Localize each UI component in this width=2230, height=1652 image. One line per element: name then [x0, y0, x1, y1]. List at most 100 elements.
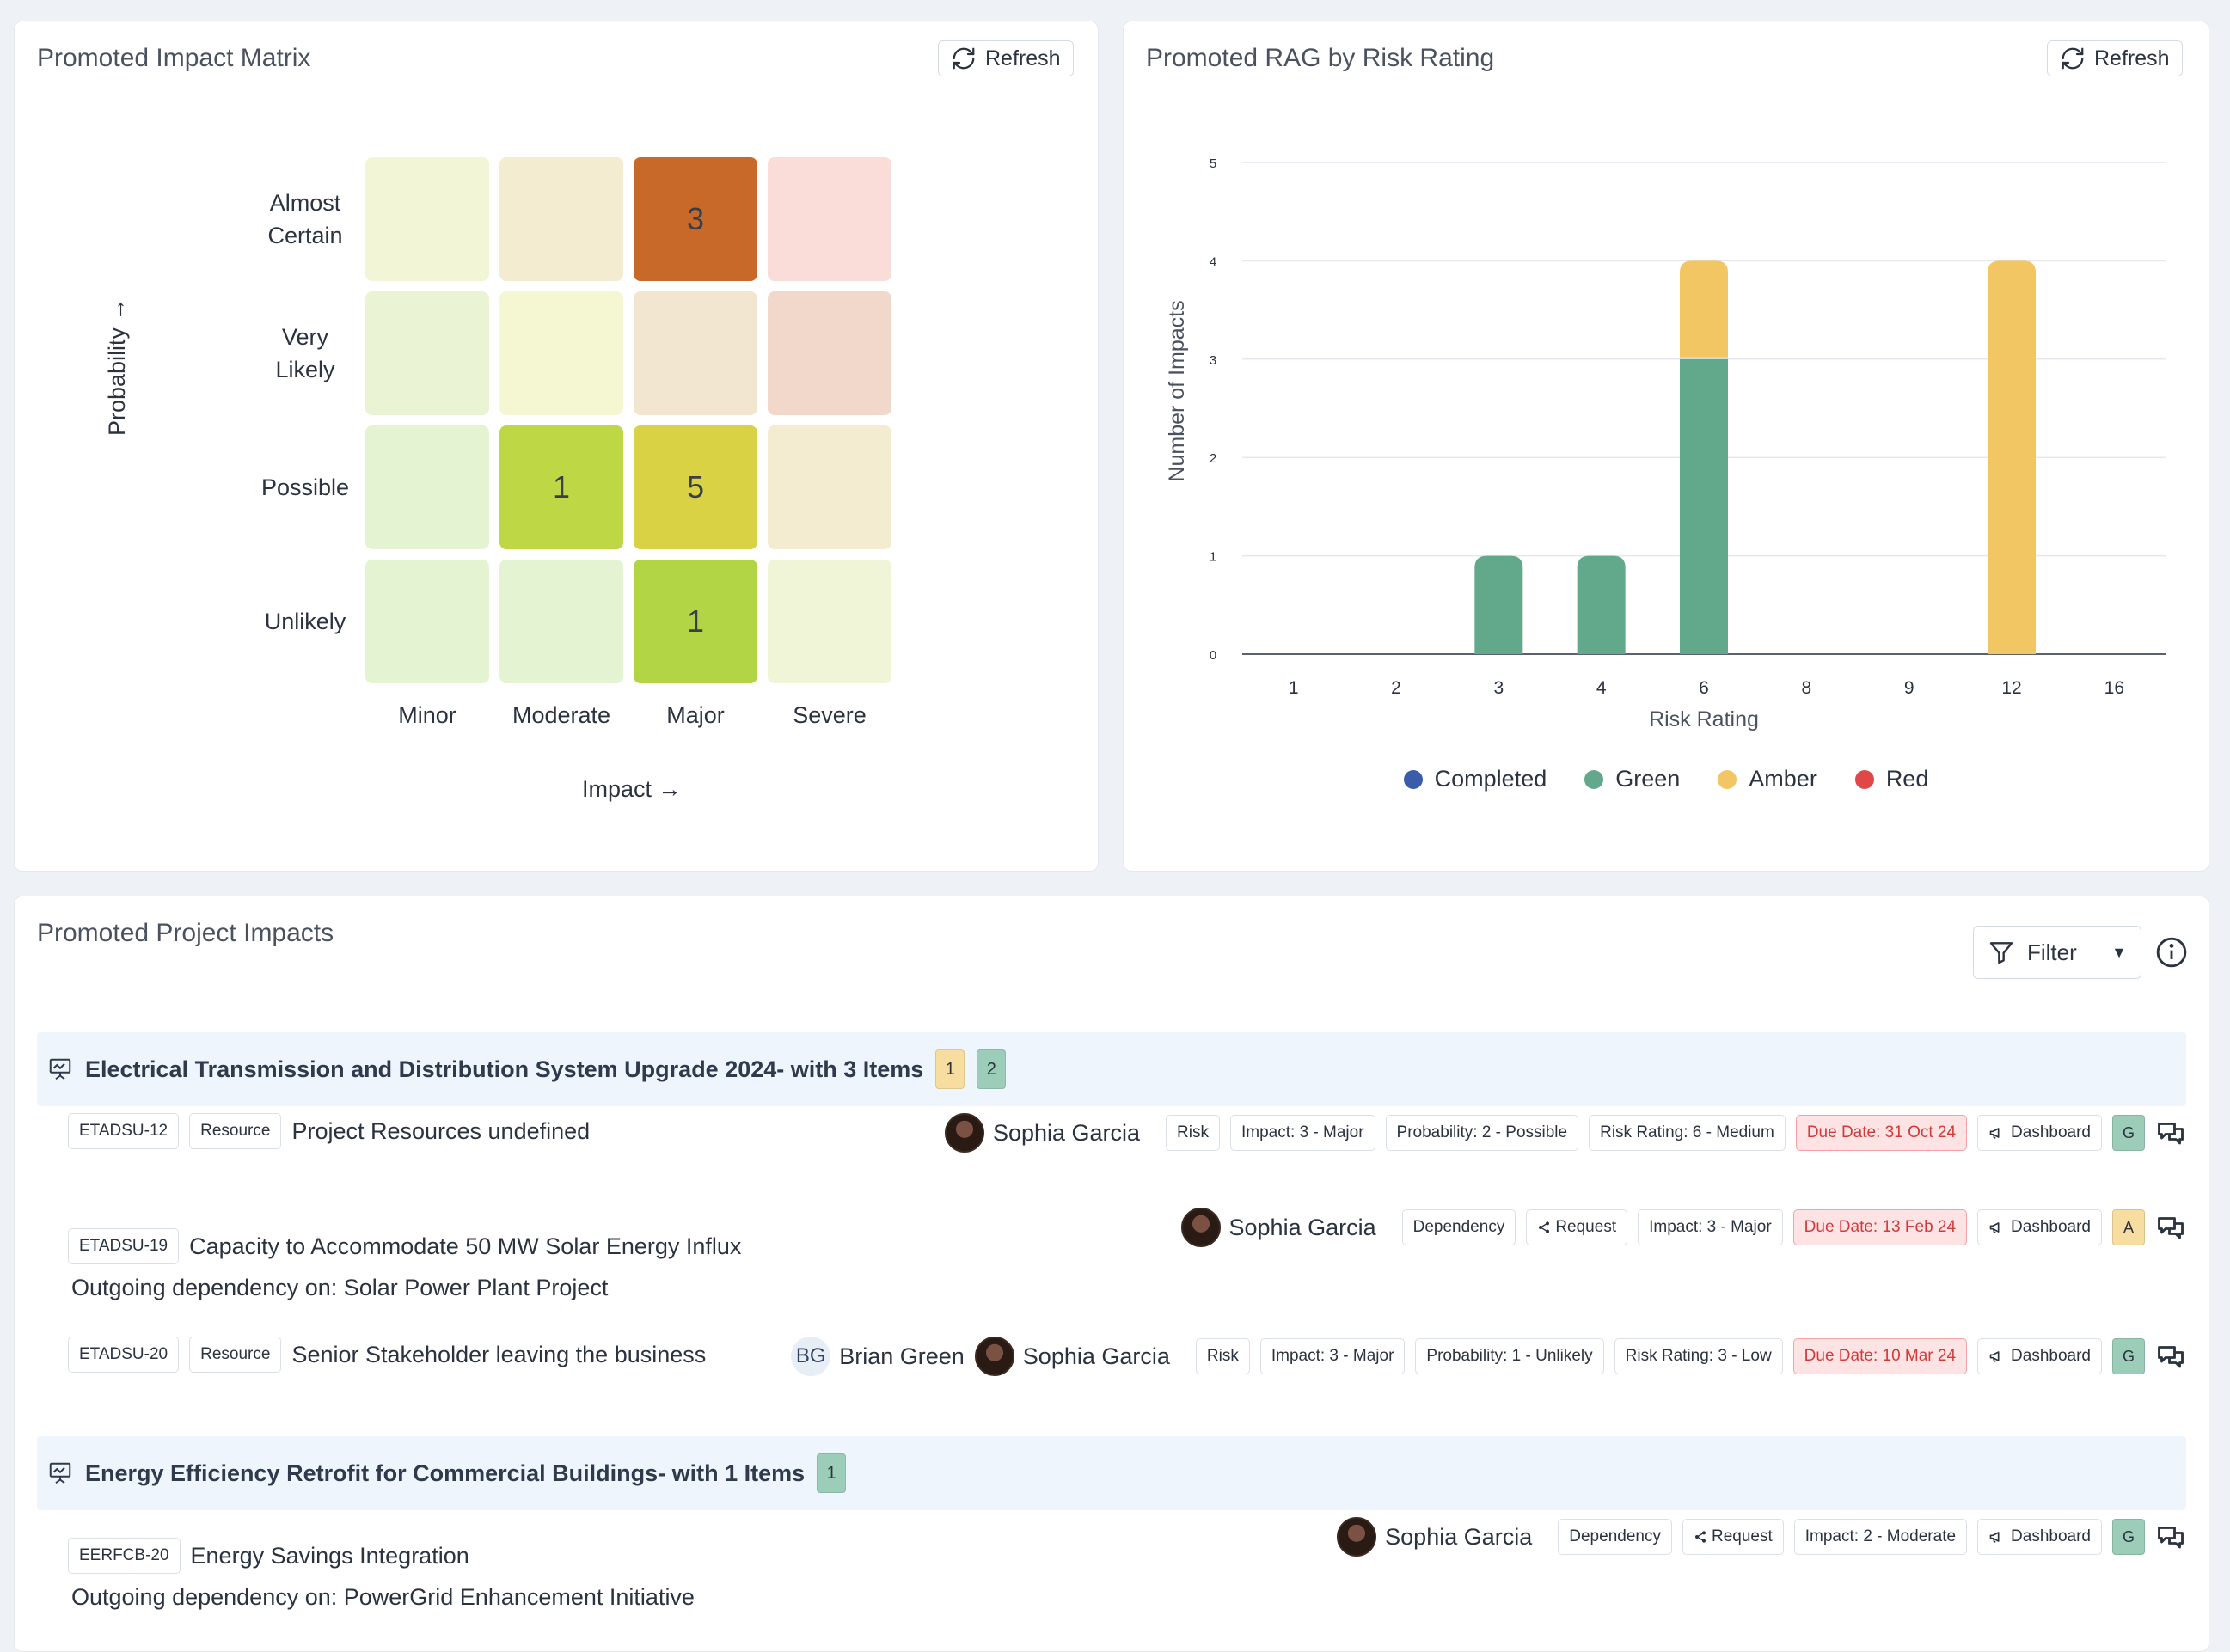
dashboard-tag[interactable]: Dashboard: [1977, 1519, 2102, 1555]
attribute-tag: Risk: [1166, 1115, 1220, 1151]
impact-axis-title: Impact →: [582, 776, 682, 802]
due-date-tag: Due Date: 10 Mar 24: [1792, 1338, 1968, 1374]
project-group-header[interactable]: Energy Efficiency Retrofit for Commercia…: [37, 1436, 2186, 1510]
assignee[interactable]: Sophia Garcia: [944, 1113, 1140, 1153]
bar-amber-6: [1680, 260, 1728, 358]
dashboard-label: Dashboard: [2011, 1123, 2091, 1141]
impact-title[interactable]: Energy Savings Integration: [190, 1542, 469, 1569]
matrix-cell: [499, 560, 623, 683]
attribute-tag: Impact: 3 - Major: [1230, 1115, 1375, 1151]
attribute-tag: Request: [1682, 1519, 1784, 1555]
project-impacts-panel: Promoted Project Impacts Filter ▼ Electr…: [14, 896, 2209, 1652]
impact-title[interactable]: Senior Stakeholder leaving the business: [291, 1341, 707, 1367]
rag-title: Promoted RAG by Risk Rating: [1146, 44, 1495, 72]
matrix-row-label: Very Likely: [275, 324, 335, 382]
matrix-col-label: Major: [666, 702, 725, 728]
refresh-icon: [953, 47, 975, 70]
matrix-col-label: Moderate: [512, 702, 611, 728]
filter-dropdown[interactable]: Filter ▼: [1973, 926, 2141, 979]
rag-refresh-label: Refresh: [2094, 46, 2170, 70]
dashboard-tag[interactable]: Dashboard: [1977, 1209, 2102, 1245]
comments-icon[interactable]: [2155, 1341, 2186, 1372]
assignee[interactable]: Sophia Garcia: [1180, 1208, 1376, 1247]
filter-label: Filter: [2027, 939, 2077, 965]
impact-title[interactable]: Capacity to Accommodate 50 MW Solar Ener…: [189, 1233, 742, 1259]
x-tick-label: 6: [1699, 678, 1709, 698]
impact-title[interactable]: Project Resources undefined: [291, 1117, 591, 1144]
attribute-tag: Dependency: [1401, 1209, 1516, 1245]
impact-id-tag[interactable]: ETADSU-12: [68, 1113, 180, 1149]
attribute-tag-label: Risk: [1206, 1347, 1239, 1365]
probability-axis-title: Probability →: [104, 297, 130, 436]
attribute-tag-label: Probability: 1 - Unlikely: [1426, 1347, 1593, 1365]
matrix-cell: [365, 560, 489, 683]
share-icon: [1694, 1531, 1706, 1543]
rag-refresh-button[interactable]: Refresh: [2047, 40, 2183, 76]
legend-item-completed[interactable]: Completed: [1403, 766, 1547, 792]
attribute-tag-label: Impact: 3 - Major: [1649, 1218, 1772, 1236]
matrix-cell[interactable]: 1: [499, 425, 623, 549]
comments-icon[interactable]: [2155, 1117, 2186, 1148]
impact-id-tag[interactable]: ETADSU-20: [68, 1337, 180, 1373]
bar-green-4: [1577, 555, 1626, 654]
legend-dot: [1718, 769, 1737, 789]
y-axis-label: Number of Impacts: [1165, 300, 1189, 481]
attribute-tag: Impact: 3 - Major: [1259, 1338, 1406, 1374]
assignee[interactable]: BG Brian Green: [791, 1337, 965, 1376]
avatar: [1180, 1208, 1221, 1247]
attribute-tag: Risk: [1195, 1338, 1250, 1374]
matrix-cell: [768, 560, 891, 683]
attribute-tag-label: Risk: [1177, 1123, 1209, 1141]
bar-amber-12: [1988, 260, 2036, 654]
count-badge: 1: [817, 1453, 847, 1493]
legend-item-amber[interactable]: Amber: [1718, 766, 1817, 792]
project-group-title: Electrical Transmission and Distribution…: [85, 1055, 924, 1082]
legend-label: Green: [1615, 766, 1681, 792]
assignee[interactable]: Sophia Garcia: [1337, 1517, 1532, 1557]
y-tick-label: 2: [1210, 451, 1216, 466]
attribute-tag-label: Request: [1555, 1218, 1617, 1236]
filter-icon: [1989, 942, 2013, 964]
attribute-tag-label: Impact: 2 - Moderate: [1804, 1527, 1957, 1545]
x-tick-label: 12: [2001, 678, 2021, 698]
legend-label: Amber: [1749, 766, 1817, 792]
matrix-cell[interactable]: 1: [634, 560, 757, 683]
matrix-cell[interactable]: 3: [634, 157, 757, 281]
impact-id-tag[interactable]: ETADSU-19: [68, 1228, 180, 1264]
chart-legend: Completed Green Amber Red: [1124, 766, 2209, 792]
refresh-icon: [2062, 47, 2084, 70]
y-tick-label: 0: [1210, 648, 1216, 663]
matrix-refresh-button[interactable]: Refresh: [938, 40, 1074, 76]
dashboard-tag[interactable]: Dashboard: [1977, 1115, 2102, 1151]
legend-item-red[interactable]: Red: [1854, 766, 1928, 792]
comments-icon[interactable]: [2155, 1212, 2186, 1243]
x-tick-label: 16: [2104, 678, 2124, 698]
legend-label: Completed: [1434, 766, 1547, 792]
matrix-title: Promoted Impact Matrix: [37, 44, 311, 72]
assignee[interactable]: Sophia Garcia: [974, 1337, 1170, 1376]
matrix-cell[interactable]: 5: [634, 425, 757, 549]
matrix-col-label: Minor: [398, 702, 456, 728]
project-group-header[interactable]: Electrical Transmission and Distribution…: [37, 1032, 2186, 1106]
rag-status-badge: A: [2112, 1209, 2145, 1245]
dashboard-label: Dashboard: [2011, 1218, 2091, 1236]
info-icon[interactable]: [2155, 936, 2188, 969]
y-tick-label: 5: [1210, 156, 1216, 171]
x-tick-label: 9: [1904, 678, 1914, 698]
attribute-tag-label: Risk Rating: 6 - Medium: [1600, 1123, 1774, 1141]
matrix-cell: [499, 157, 623, 281]
attribute-tag-label: Probability: 2 - Possible: [1396, 1123, 1568, 1141]
comments-icon[interactable]: [2155, 1521, 2186, 1552]
legend-item-green[interactable]: Green: [1584, 766, 1680, 792]
megaphone-icon: [1989, 1128, 2000, 1139]
impact-id-tag[interactable]: EERFCB-20: [68, 1538, 181, 1574]
avatar: [1337, 1517, 1377, 1557]
matrix-cell: [768, 425, 891, 549]
x-tick-label: 3: [1493, 678, 1504, 698]
impacts-title: Promoted Project Impacts: [37, 919, 334, 947]
legend-dot: [1854, 769, 1874, 789]
dashboard-tag[interactable]: Dashboard: [1977, 1338, 2102, 1374]
attribute-tag: Risk Rating: 6 - Medium: [1589, 1115, 1786, 1151]
